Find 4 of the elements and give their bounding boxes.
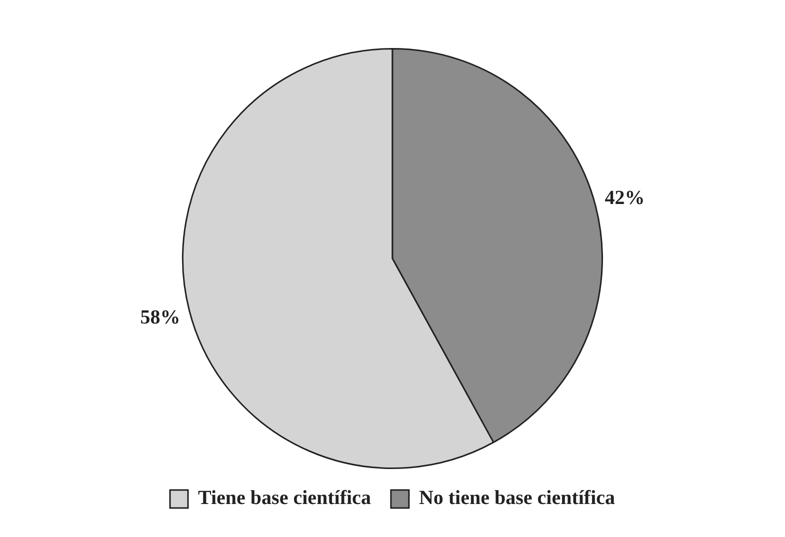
legend-label: Tiene base científica	[198, 487, 371, 510]
legend-label: No tiene base científica	[418, 487, 616, 510]
data-label: 42%	[604, 187, 645, 210]
data-label: 58%	[140, 306, 180, 328]
